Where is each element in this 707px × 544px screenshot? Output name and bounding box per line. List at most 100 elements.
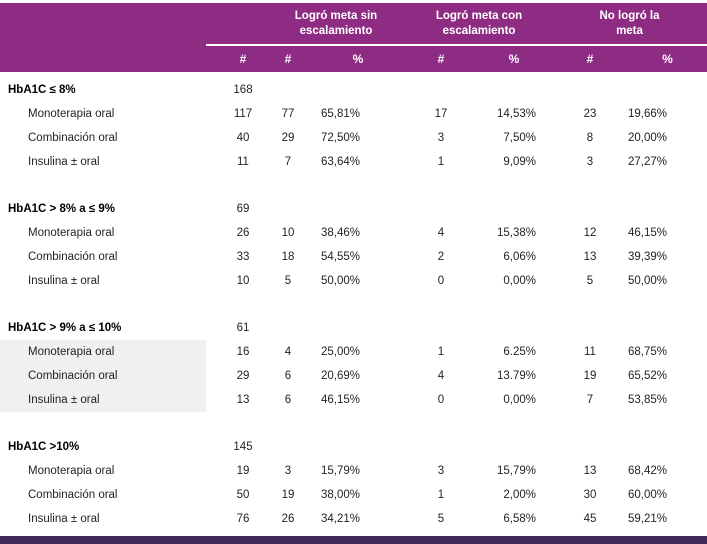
table-row: Monoterapia oral 16 4 25,00% 1 6.25% 11 … [0,340,707,364]
cell-percent: 20,00% [628,132,668,144]
cell-empty [628,435,707,459]
cell-percent: 50,00% [628,275,668,287]
cell-count: 17 [434,108,448,120]
cell-percent: 2,00% [503,489,536,501]
cell-total: 19 [236,465,250,477]
cell-count: 11 [584,346,596,358]
row-label: Monoterapia oral [28,465,115,477]
section-header-row: HbA1C ≤ 8% 168 [0,78,707,102]
table-row: Combinación oral 50 19 38,00% 1 2,00% 30… [0,483,707,507]
cell-empty [476,435,552,459]
subheader-count: # [266,45,310,72]
cell-percent: 68,42% [628,465,668,477]
table-row: Insulina ± oral 11 7 63,64% 1 9,09% 3 27… [0,150,707,174]
cell-count: 7 [284,156,292,168]
cell-empty [310,197,406,221]
section-label: HbA1C ≤ 8% [8,84,76,96]
cell-count: 4 [284,346,292,358]
cell-count: 0 [437,394,445,406]
cell-total: 11 [237,156,249,168]
subheader-count: # [406,45,476,72]
table-row: Insulina ± oral 76 26 34,21% 5 6,58% 45 … [0,507,707,531]
cell-count: 2 [437,251,445,263]
cell-percent: 14,53% [496,108,536,120]
group-label: Logró meta con escalamiento [435,10,523,37]
subheader-percent: % [476,45,552,72]
cell-percent: 72,50% [320,132,360,144]
cell-count: 18 [281,251,295,263]
row-label: Monoterapia oral [28,108,115,120]
row-label: Monoterapia oral [28,227,115,239]
cell-count: 1 [437,156,445,168]
cell-count: 5 [437,513,445,525]
spacer-row [0,412,707,435]
cell-empty [266,197,310,221]
header-group-meta-sin-escalamiento: Logró meta sin escalamiento [266,3,406,46]
cell-percent: 15,79% [320,465,360,477]
cell-percent: 38,00% [320,489,360,501]
header-group-no-logro-meta: No logró la meta [552,3,707,46]
header-total-spacer [206,3,266,46]
cell-count: 4 [437,370,445,382]
cell-percent: 7,50% [503,132,536,144]
row-label: Combinación oral [0,364,206,388]
cell-count: 1 [437,489,445,501]
cell-total: 10 [236,275,250,287]
row-label: Combinación oral [28,132,118,144]
group-label: No logró la meta [599,10,660,37]
cell-empty [476,197,552,221]
table-row: Insulina ± oral 10 5 50,00% 0 0,00% 5 50… [0,269,707,293]
cell-empty [406,197,476,221]
cell-percent: 60,00% [628,489,668,501]
cell-percent: 0,00% [503,394,536,406]
table-row: Monoterapia oral 26 10 38,46% 4 15,38% 1… [0,221,707,245]
table-header: Logró meta sin escalamiento Logró meta c… [0,3,707,72]
cell-empty [266,316,310,340]
cell-empty [552,435,628,459]
row-label: Insulina ± oral [28,275,100,287]
cell-percent: 34,21% [320,513,360,525]
cell-percent: 59,21% [628,513,668,525]
section-total: 69 [236,203,250,215]
cell-count: 0 [437,275,445,287]
cell-total: 13 [236,394,250,406]
cell-total: 40 [236,132,250,144]
cell-count: 77 [281,108,295,120]
cell-empty [628,316,707,340]
cell-empty [628,197,707,221]
cell-count: 19 [583,370,597,382]
cell-empty [266,78,310,102]
subheader-total-count: # [206,45,266,72]
cell-percent: 13.79% [496,370,536,382]
cell-count: 5 [586,275,594,287]
section-header-row: HbA1C > 8% a ≤ 9% 69 [0,197,707,221]
cell-count: 12 [583,227,597,239]
cell-empty [406,78,476,102]
cell-empty [406,316,476,340]
cell-count: 10 [281,227,295,239]
cell-empty [310,78,406,102]
section-header-row: HbA1C >10% 145 [0,435,707,459]
row-label: Insulina ± oral [28,513,100,525]
cell-empty [266,435,310,459]
subheader-count: # [552,45,628,72]
cell-count: 3 [586,156,594,168]
cell-count: 3 [437,465,445,477]
cell-total: 117 [233,108,253,120]
cell-count: 13 [583,465,597,477]
cell-empty [476,316,552,340]
cell-count: 23 [583,108,597,120]
section-label: HbA1C > 9% a ≤ 10% [8,322,122,334]
cell-count: 26 [281,513,295,525]
section-label: HbA1C >10% [8,441,80,453]
subheader-percent: % [628,45,707,72]
cell-percent: 6.25% [503,346,536,358]
cell-percent: 27,27% [628,156,668,168]
cell-empty [552,78,628,102]
cell-count: 13 [583,251,597,263]
cell-count: 30 [583,489,597,501]
cell-total: 16 [236,346,250,358]
cell-empty [628,78,707,102]
cell-total: 33 [236,251,250,263]
